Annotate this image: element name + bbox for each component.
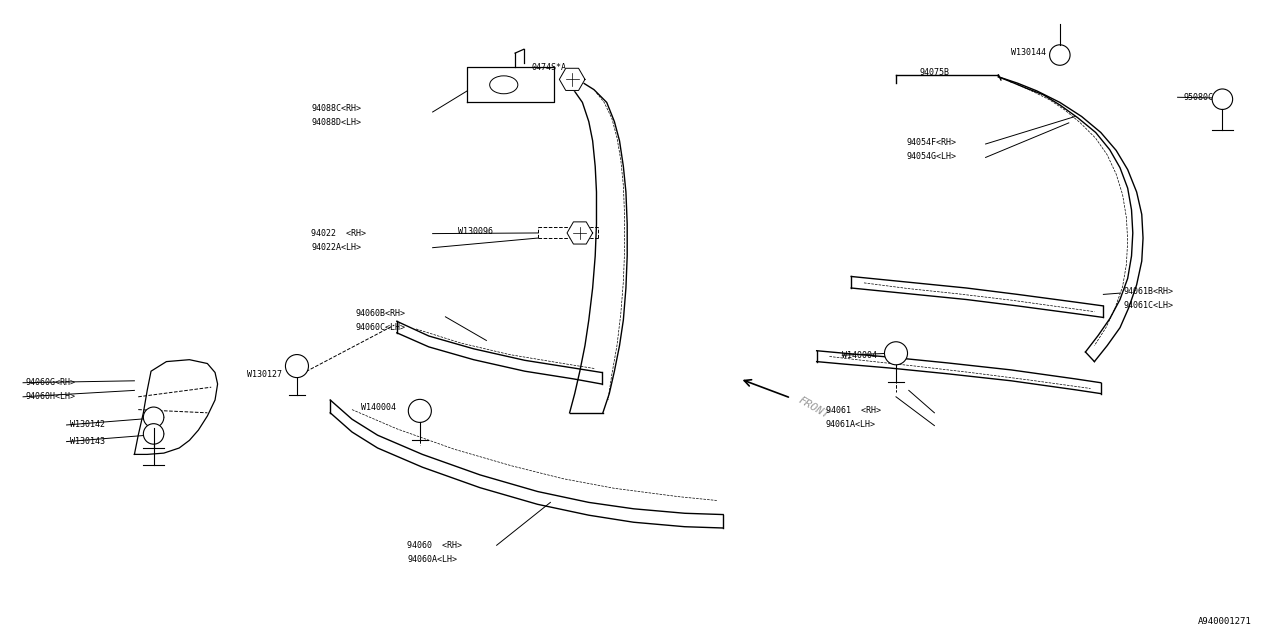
Text: W130144: W130144 bbox=[1011, 48, 1046, 57]
Text: 94022  <RH>: 94022 <RH> bbox=[311, 229, 366, 238]
Text: 95080C: 95080C bbox=[1184, 93, 1213, 102]
Text: 94060  <RH>: 94060 <RH> bbox=[407, 541, 462, 550]
Text: A940001271: A940001271 bbox=[1198, 617, 1252, 626]
Ellipse shape bbox=[285, 355, 308, 378]
Ellipse shape bbox=[1050, 45, 1070, 65]
Text: W130096: W130096 bbox=[458, 227, 493, 236]
Ellipse shape bbox=[884, 342, 908, 365]
Text: 94061B<RH>: 94061B<RH> bbox=[1124, 287, 1174, 296]
Text: 94061C<LH>: 94061C<LH> bbox=[1124, 301, 1174, 310]
Text: 94060B<RH>: 94060B<RH> bbox=[356, 309, 406, 318]
Text: 94054G<LH>: 94054G<LH> bbox=[906, 152, 956, 161]
Ellipse shape bbox=[143, 407, 164, 428]
Text: 94054F<RH>: 94054F<RH> bbox=[906, 138, 956, 147]
Text: 94060A<LH>: 94060A<LH> bbox=[407, 555, 457, 564]
Text: FRONT: FRONT bbox=[796, 396, 831, 421]
Text: 0474S*A: 0474S*A bbox=[531, 63, 566, 72]
Ellipse shape bbox=[143, 424, 164, 444]
Text: W130143: W130143 bbox=[70, 437, 105, 446]
Ellipse shape bbox=[1212, 89, 1233, 109]
Text: 94061A<LH>: 94061A<LH> bbox=[826, 420, 876, 429]
Text: 94061  <RH>: 94061 <RH> bbox=[826, 406, 881, 415]
Text: W130142: W130142 bbox=[70, 420, 105, 429]
Text: W140004: W140004 bbox=[361, 403, 396, 412]
Text: W130127: W130127 bbox=[247, 370, 282, 379]
Text: 94022A<LH>: 94022A<LH> bbox=[311, 243, 361, 252]
Text: 94060H<LH>: 94060H<LH> bbox=[26, 392, 76, 401]
Text: 94060G<RH>: 94060G<RH> bbox=[26, 378, 76, 387]
Text: 94060C<LH>: 94060C<LH> bbox=[356, 323, 406, 332]
Text: 94088D<LH>: 94088D<LH> bbox=[311, 118, 361, 127]
Text: 94075B: 94075B bbox=[919, 68, 948, 77]
Ellipse shape bbox=[408, 399, 431, 422]
Polygon shape bbox=[567, 222, 593, 244]
Polygon shape bbox=[559, 68, 585, 90]
Text: W140004: W140004 bbox=[842, 351, 877, 360]
Ellipse shape bbox=[490, 76, 518, 94]
Text: 94088C<RH>: 94088C<RH> bbox=[311, 104, 361, 113]
